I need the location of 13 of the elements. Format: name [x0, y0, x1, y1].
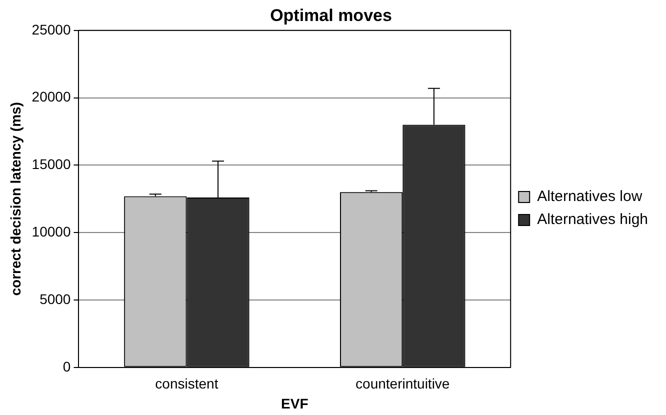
y-tick-label: 0 [62, 358, 71, 374]
legend-label: Alternatives high [537, 211, 648, 228]
legend-label: Alternatives low [537, 188, 642, 206]
y-axis-title: correct decision latency (ms) [7, 102, 24, 296]
y-tick-label: 10000 [32, 223, 71, 240]
y-tick-label: 15000 [32, 156, 71, 172]
y-tick-label: 5000 [40, 290, 71, 307]
chart-title: Optimal moves [270, 6, 392, 25]
x-tick-label: consistent [155, 376, 218, 392]
y-tick-label: 20000 [32, 88, 71, 105]
x-tick-label: counterintuitive [356, 376, 450, 392]
y-tick-label: 25000 [32, 21, 71, 38]
x-axis-title: EVF [281, 395, 309, 412]
